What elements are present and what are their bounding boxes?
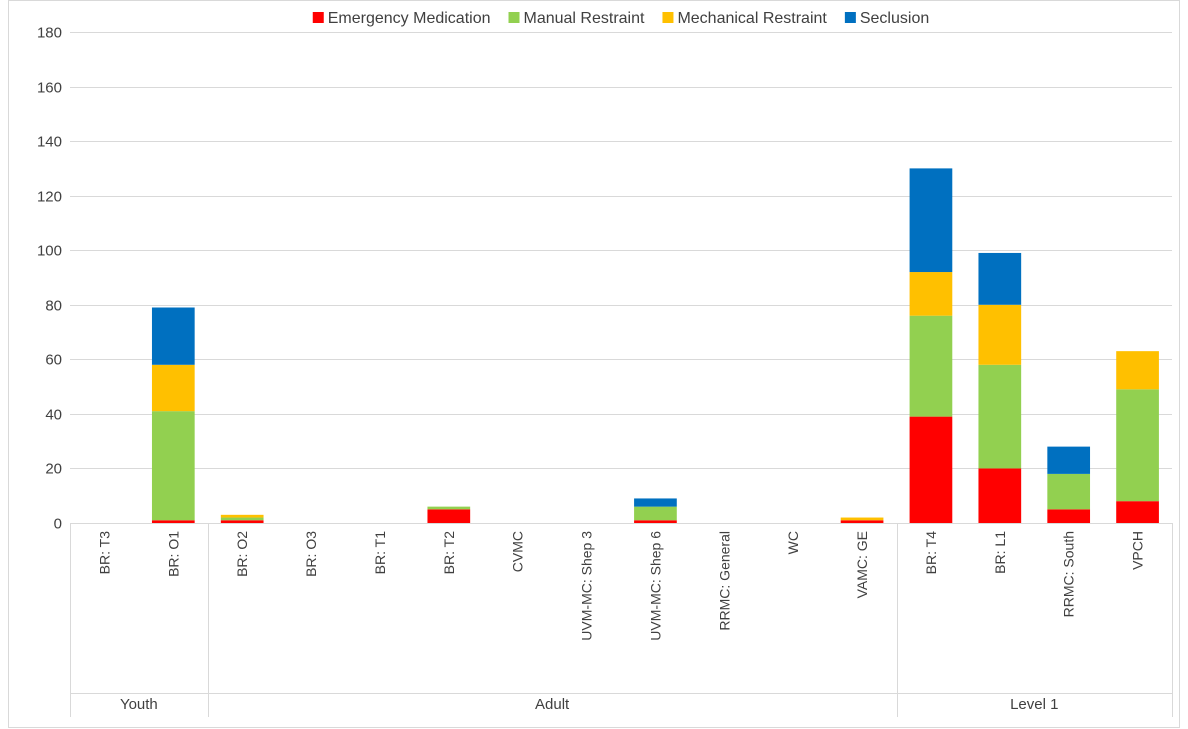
bar-segment xyxy=(1116,389,1159,502)
bar-segment xyxy=(151,307,195,365)
bars xyxy=(151,168,1159,523)
y-tick-label: 140 xyxy=(37,134,62,151)
category-label: BR: O1 xyxy=(165,531,181,577)
bar-segment xyxy=(220,514,264,518)
bar-segment xyxy=(840,517,884,521)
bar-segment xyxy=(427,509,471,523)
bar-segment xyxy=(220,520,264,523)
bar-segment xyxy=(427,506,471,510)
bar-segment xyxy=(909,416,953,523)
bar-segment xyxy=(909,315,953,417)
bar-segment xyxy=(840,520,884,523)
category-label: BR: T2 xyxy=(441,531,457,575)
bar-segment xyxy=(909,272,953,316)
group-label: Youth xyxy=(120,696,158,713)
category-label: CVMC xyxy=(510,531,526,572)
bar-segment xyxy=(1047,509,1091,523)
bar-segment xyxy=(634,520,677,523)
group-label: Adult xyxy=(535,696,570,713)
bar-segment xyxy=(978,468,1022,523)
legend-label: Seclusion xyxy=(860,10,929,27)
y-tick-label: 180 xyxy=(37,25,62,42)
legend-label: Emergency Medication xyxy=(328,10,491,27)
legend-label: Manual Restraint xyxy=(524,10,646,27)
category-label: RRMC: General xyxy=(716,531,732,631)
legend-swatch xyxy=(312,12,324,23)
bar-segment xyxy=(151,364,195,412)
y-tick-label: 40 xyxy=(45,407,62,424)
category-label: UVM-MC: Shep 6 xyxy=(647,531,663,641)
legend-swatch xyxy=(844,12,856,23)
bar-segment xyxy=(909,168,953,273)
category-label: BR: O3 xyxy=(303,531,319,577)
y-tick-label: 20 xyxy=(45,461,62,478)
category-label: UVM-MC: Shep 3 xyxy=(579,531,595,641)
bar-segment xyxy=(151,520,195,523)
legend-label: Mechanical Restraint xyxy=(677,10,827,27)
category-label: WC xyxy=(785,531,801,554)
bar-segment xyxy=(1047,473,1091,510)
category-label: BR: T1 xyxy=(372,531,388,575)
bar-segment xyxy=(978,252,1022,305)
bar-segment xyxy=(1047,446,1091,474)
category-label: BR: T3 xyxy=(96,531,112,575)
category-label: BR: L1 xyxy=(992,531,1008,574)
x-axis: BR: T3 BR: O1 BR: O2 BR: O3 BR: T1 BR: T2 CVMC… xyxy=(70,523,1173,717)
y-tick-label: 80 xyxy=(45,298,62,315)
category-label: VPCH xyxy=(1130,531,1146,570)
bar-segment xyxy=(978,304,1022,365)
legend-swatch xyxy=(508,12,520,23)
bar-segment xyxy=(1116,351,1159,390)
category-label: BR: O2 xyxy=(234,531,250,577)
y-tick-label: 0 xyxy=(54,516,62,533)
category-label: VAMC: GE xyxy=(854,531,870,598)
y-tick-label: 60 xyxy=(45,352,62,369)
y-axis: 0 20 40 60 80 100 120 140 160 180 xyxy=(37,25,62,533)
legend: Emergency Medication Manual Restraint Mech… xyxy=(312,10,929,27)
bar-segment xyxy=(978,364,1022,469)
bar-segment xyxy=(634,498,677,507)
bar-segment xyxy=(151,411,195,521)
y-tick-label: 120 xyxy=(37,189,62,206)
category-label: RRMC: South xyxy=(1061,531,1077,617)
bar-segment xyxy=(220,517,264,521)
category-label: BR: T4 xyxy=(923,531,939,575)
y-tick-label: 100 xyxy=(37,243,62,260)
y-tick-label: 160 xyxy=(37,80,62,97)
bar-segment xyxy=(634,506,677,521)
legend-swatch xyxy=(662,12,674,23)
bar-segment xyxy=(1116,501,1159,523)
group-label: Level 1 xyxy=(1010,696,1058,713)
